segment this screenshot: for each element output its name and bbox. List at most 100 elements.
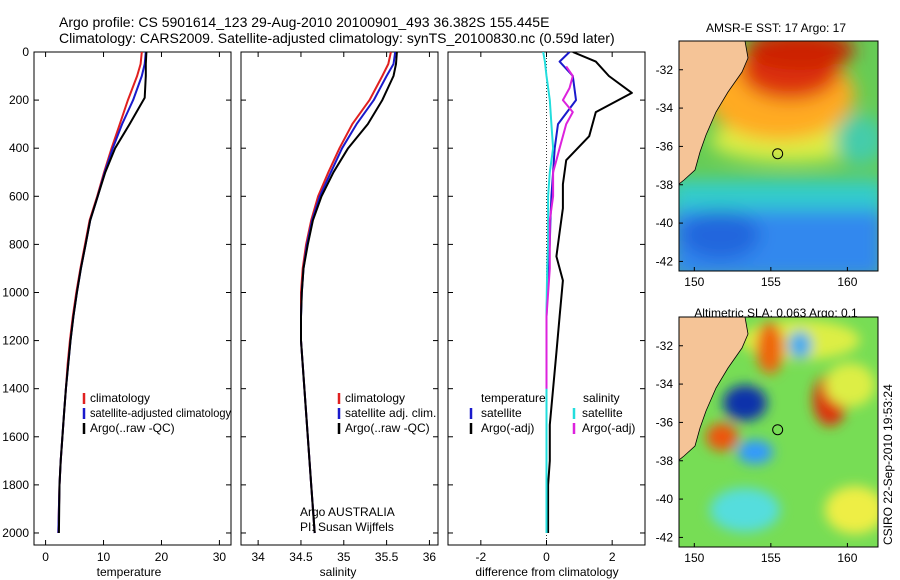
- x-tick-label: 35.5: [375, 550, 399, 564]
- salinity-xlabel: salinity: [320, 565, 357, 579]
- depth-tick-label: 2000: [2, 526, 29, 540]
- salinity-panel: 34 34.5 35 35.5 36 salinity climatology sate…: [240, 51, 439, 579]
- legend-label-sal-argo: Argo(-adj): [582, 421, 635, 435]
- sst-map-title: AMSR-E SST: 17 Argo: 17: [706, 21, 846, 35]
- salinity-series: [300, 52, 398, 534]
- map-lon-label: 150: [684, 275, 704, 289]
- sla-map-axes: 150 155 160 -32 -34 -36 -38 -40 -42: [656, 339, 858, 565]
- salinity-x-axis: 34 34.5 35 35.5 36: [251, 52, 436, 564]
- map-lat-label: -34: [656, 377, 674, 391]
- figure-title-line2: Climatology: CARS2009. Satellite-adjuste…: [59, 30, 615, 46]
- sst-map-panel: AMSR-E SST: 17 Argo: 17 150 155 160 -32 -34 -…: [656, 21, 879, 289]
- difference-panel: -2 0 2 difference from climatology tempera…: [447, 51, 646, 579]
- side-timestamp: CSIRO 22-Sep-2010 19:53:24: [881, 384, 895, 545]
- salinity-annotation-line1: Argo AUSTRALIA: [300, 505, 395, 519]
- map-lat-label: -32: [656, 339, 674, 353]
- map-lat-label: -42: [656, 530, 674, 544]
- map-lat-label: -42: [656, 254, 674, 268]
- map-lat-label: -36: [656, 139, 674, 153]
- sla-blob-low-northeast: [788, 331, 812, 359]
- depth-tick-label: 800: [9, 237, 29, 251]
- series-line: [547, 52, 633, 533]
- legend-label-climatology: climatology: [345, 391, 405, 405]
- map-lon-label: 160: [837, 275, 857, 289]
- temperature-plot-frame: [33, 51, 232, 546]
- legend-label-satellite: satellite adj. clim.: [345, 406, 436, 420]
- depth-tick-label: 200: [9, 93, 29, 107]
- series-line: [300, 52, 398, 534]
- sst-blob-cold-band: [679, 180, 878, 210]
- legend-label-satellite: satellite-adjusted climatology: [90, 406, 231, 420]
- salinity-plot-frame: [240, 51, 439, 546]
- sla-heatmap: [679, 317, 878, 547]
- depth-tick-label: 400: [9, 141, 29, 155]
- sst-argo-location-marker: [772, 148, 784, 160]
- x-tick-label: 36: [423, 550, 437, 564]
- series-line: [545, 65, 574, 389]
- x-tick-label: -2: [475, 550, 486, 564]
- sla-land: [679, 317, 749, 461]
- difference-legend: temperature satellite Argo(-adj) salinit…: [469, 391, 635, 435]
- sla-blob-high-west: [706, 423, 738, 451]
- sla-map-frame: [678, 316, 879, 548]
- map-lat-label: -40: [656, 216, 674, 230]
- difference-series: [542, 52, 633, 533]
- salinity-legend: climatology satellite adj. clim. Argo(..…: [337, 391, 436, 435]
- salinity-annotation-line2: PI: Susan Wijffels: [300, 520, 394, 534]
- map-lat-label: -34: [656, 101, 674, 115]
- sst-heatmap: [679, 41, 878, 271]
- sst-land: [679, 41, 749, 185]
- series-line: [542, 52, 555, 533]
- temperature-panel: 0 200 400 600 800 1000 1200 1400 1600 1800 2000 0 1…: [2, 45, 232, 579]
- sst-blob-cool-southwest: [680, 210, 760, 260]
- depth-tick-label: 1200: [2, 334, 29, 348]
- sst-map-axes: 150 155 160 -32 -34 -36 -38 -40 -42: [656, 63, 858, 289]
- map-lat-label: -38: [656, 178, 674, 192]
- x-tick-label: 0: [42, 550, 49, 564]
- sla-blob-high-north: [756, 322, 784, 374]
- depth-tick-label: 1600: [2, 430, 29, 444]
- legend-title-temperature: temperature: [481, 391, 546, 405]
- legend-label-argo: Argo(..raw -QC): [345, 421, 430, 435]
- figure-title-line1: Argo profile: CS 5901614_123 29-Aug-2010…: [59, 14, 549, 30]
- sla-map-panel: Altimetric SLA: 0.063 Argo: 0.1 150 155 16…: [656, 306, 879, 565]
- legend-label-temp-satellite: satellite: [481, 406, 522, 420]
- x-tick-label: 20: [155, 550, 169, 564]
- legend-title-salinity: salinity: [583, 391, 620, 405]
- sla-blob-yellow-southeast: [825, 486, 878, 534]
- salinity-axis-ticks: [241, 51, 438, 534]
- legend-label-sal-satellite: satellite: [582, 406, 623, 420]
- sla-argo-location-marker: [772, 424, 784, 436]
- depth-tick-label: 600: [9, 189, 29, 203]
- map-lon-label: 155: [761, 551, 781, 565]
- map-lon-label: 155: [761, 275, 781, 289]
- sla-blob-low-west: [737, 440, 773, 464]
- legend-label-argo: Argo(..raw -QC): [90, 421, 175, 435]
- map-lat-label: -32: [656, 63, 674, 77]
- sst-blob-cool-east: [835, 115, 878, 165]
- x-tick-label: 0: [543, 550, 550, 564]
- x-tick-label: 35: [337, 550, 351, 564]
- sla-blob-low-center: [723, 385, 767, 421]
- sst-map-frame: [678, 40, 879, 272]
- sst-blob-hot-north: [745, 41, 855, 70]
- sst-field-blobs: [679, 41, 878, 271]
- series-line: [57, 52, 148, 534]
- x-tick-label: 34.5: [289, 550, 313, 564]
- difference-x-axis: -2 0 2: [475, 52, 616, 564]
- sla-blob-cyan-south: [710, 488, 780, 532]
- map-lon-label: 150: [684, 551, 704, 565]
- depth-tick-label: 1000: [2, 285, 29, 299]
- x-tick-label: 30: [213, 550, 227, 564]
- legend-label-climatology: climatology: [90, 391, 150, 405]
- sla-blob-yellow-east: [825, 363, 875, 407]
- difference-axis-ticks: [448, 51, 645, 534]
- depth-tick-label: 1800: [2, 478, 29, 492]
- x-tick-label: 2: [609, 550, 616, 564]
- x-tick-label: 34: [251, 550, 265, 564]
- temperature-series: [57, 52, 148, 534]
- depth-tick-label: 0: [22, 45, 29, 59]
- map-lat-label: -38: [656, 454, 674, 468]
- depth-tick-label: 1400: [2, 382, 29, 396]
